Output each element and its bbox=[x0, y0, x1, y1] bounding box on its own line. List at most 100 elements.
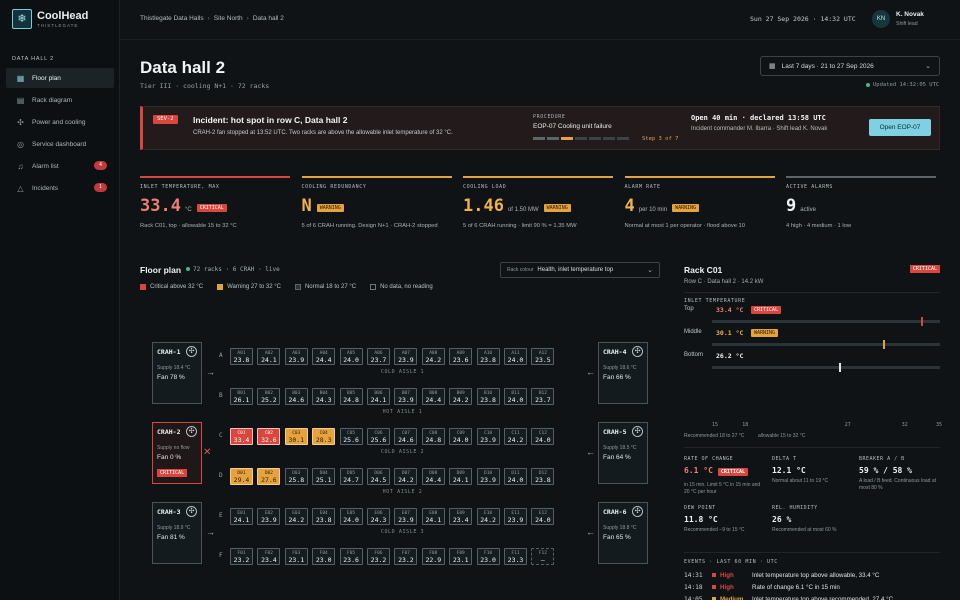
rack-f06[interactable]: F06 23.2 bbox=[367, 548, 390, 565]
breadcrumb-item[interactable]: Data hall 2 bbox=[252, 15, 284, 22]
rack-b02[interactable]: B02 25.2 bbox=[257, 388, 281, 405]
sidebar-item-incidents[interactable]: △ Incidents 1 bbox=[6, 178, 114, 198]
rack-e03[interactable]: E03 24.2 bbox=[284, 508, 308, 525]
rack-e11[interactable]: E11 23.9 bbox=[504, 508, 527, 525]
breadcrumb-item[interactable]: Site North bbox=[213, 15, 243, 22]
rack-b05[interactable]: B05 24.8 bbox=[339, 388, 363, 405]
rack-a03[interactable]: A03 23.9 bbox=[284, 348, 308, 365]
rack-d04[interactable]: D04 25.1 bbox=[312, 468, 336, 485]
rack-a08[interactable]: A08 24.2 bbox=[421, 348, 445, 365]
rack-b12[interactable]: B12 23.7 bbox=[531, 388, 555, 405]
logo[interactable]: ❄ CoolHead THISTLEGATE bbox=[12, 9, 88, 29]
rack-b01[interactable]: B01 26.1 bbox=[230, 388, 253, 405]
rack-a02[interactable]: A02 24.1 bbox=[257, 348, 281, 365]
crah-unit-5[interactable]: CRAH-5 ✣ Supply 18.5 °C Fan 64 % bbox=[598, 422, 648, 484]
sidebar-item-rack-diagram[interactable]: ▤ Rack diagram bbox=[6, 90, 114, 110]
rack-d01[interactable]: D01 29.4 bbox=[230, 468, 253, 485]
rack-d11[interactable]: D11 24.0 bbox=[504, 468, 527, 485]
rack-e05[interactable]: E05 24.0 bbox=[339, 508, 363, 525]
rack-c07[interactable]: C07 24.6 bbox=[394, 428, 418, 445]
rack-a01[interactable]: A01 23.8 bbox=[230, 348, 253, 365]
kpi-status-badge: WARNING bbox=[316, 204, 344, 212]
rack-b10[interactable]: B10 23.8 bbox=[476, 388, 500, 405]
rack-d08[interactable]: D08 24.4 bbox=[421, 468, 445, 485]
user-info[interactable]: K. Novak Shift lead bbox=[896, 11, 924, 27]
rack-b03[interactable]: B03 24.6 bbox=[284, 388, 308, 405]
rack-e09[interactable]: E09 23.4 bbox=[449, 508, 473, 525]
rack-a04[interactable]: A04 24.4 bbox=[312, 348, 336, 365]
event-row[interactable]: 14:18 High Rate of change 6.1 °C in 15 min bbox=[684, 584, 940, 591]
avatar[interactable]: KN bbox=[872, 10, 890, 28]
rack-c03[interactable]: C03 30.1 bbox=[284, 428, 308, 445]
rack-f07[interactable]: F07 23.2 bbox=[394, 548, 418, 565]
rack-d05[interactable]: D05 24.7 bbox=[339, 468, 363, 485]
sidebar-item-service-dashboard[interactable]: ◎ Service dashboard bbox=[6, 134, 114, 154]
rack-c06[interactable]: C06 25.6 bbox=[367, 428, 390, 445]
rack-f08[interactable]: F08 22.9 bbox=[421, 548, 445, 565]
rack-c05[interactable]: C05 25.6 bbox=[339, 428, 363, 445]
open-procedure-button[interactable]: Open EOP-07 bbox=[869, 119, 931, 136]
crah-unit-3[interactable]: CRAH-3 ✣ Supply 18.9 °C Fan 81 % bbox=[152, 502, 202, 564]
rack-c08[interactable]: C08 24.8 bbox=[421, 428, 445, 445]
rack-c10[interactable]: C10 23.9 bbox=[476, 428, 500, 445]
rack-c11[interactable]: C11 24.2 bbox=[504, 428, 527, 445]
rack-e04[interactable]: E04 23.8 bbox=[312, 508, 336, 525]
rack-b04[interactable]: B04 24.3 bbox=[312, 388, 336, 405]
breadcrumb-item[interactable]: Thistlegate Data Halls bbox=[140, 15, 204, 22]
rack-e01[interactable]: E01 24.1 bbox=[230, 508, 253, 525]
rack-d09[interactable]: D09 24.1 bbox=[449, 468, 473, 485]
rack-d12[interactable]: D12 23.8 bbox=[531, 468, 555, 485]
rack-f09[interactable]: F09 23.1 bbox=[449, 548, 473, 565]
rack-a09[interactable]: A09 23.6 bbox=[449, 348, 473, 365]
rack-b06[interactable]: B06 24.1 bbox=[367, 388, 390, 405]
rack-d07[interactable]: D07 24.2 bbox=[394, 468, 418, 485]
rack-f12[interactable]: F12– bbox=[531, 548, 555, 565]
event-row[interactable]: 14:05 Medium Inlet temperature top above r… bbox=[684, 596, 940, 600]
rack-c04[interactable]: C04 28.3 bbox=[312, 428, 336, 445]
kpi-value-row: 33.4 °C CRITICAL bbox=[140, 198, 290, 215]
rack-f10[interactable]: F10 23.0 bbox=[476, 548, 500, 565]
rack-c12[interactable]: C12 24.0 bbox=[531, 428, 555, 445]
rack-e12[interactable]: E12 24.0 bbox=[531, 508, 555, 525]
rack-b09[interactable]: B09 24.2 bbox=[449, 388, 473, 405]
rack-a05[interactable]: A05 24.0 bbox=[339, 348, 363, 365]
rack-a12[interactable]: A12 23.5 bbox=[531, 348, 555, 365]
rack-e02[interactable]: E02 23.9 bbox=[257, 508, 281, 525]
fan-icon: ✣ bbox=[186, 506, 197, 517]
sidebar-item-alarm-list[interactable]: ♫ Alarm list 4 bbox=[6, 156, 114, 176]
rack-e08[interactable]: E08 24.1 bbox=[421, 508, 445, 525]
crah-unit-4[interactable]: CRAH-4 ✣ Supply 18.6 °C Fan 66 % bbox=[598, 342, 648, 404]
rack-f02[interactable]: F02 23.4 bbox=[257, 548, 281, 565]
rack-temperature: – bbox=[540, 556, 545, 564]
rack-d10[interactable]: D10 23.9 bbox=[476, 468, 500, 485]
rack-c01[interactable]: C01 33.4 bbox=[230, 428, 253, 445]
rack-c09[interactable]: C09 24.0 bbox=[449, 428, 473, 445]
rack-f05[interactable]: F05 23.6 bbox=[339, 548, 363, 565]
rack-f03[interactable]: F03 23.1 bbox=[284, 548, 308, 565]
rack-a06[interactable]: A06 23.7 bbox=[367, 348, 390, 365]
rack-f01[interactable]: F01 23.2 bbox=[230, 548, 253, 565]
rack-c02[interactable]: C02 32.6 bbox=[257, 428, 281, 445]
rack-e06[interactable]: E06 24.3 bbox=[367, 508, 390, 525]
rack-e10[interactable]: E10 24.2 bbox=[476, 508, 500, 525]
event-row[interactable]: 14:31 High Inlet temperature top above all… bbox=[684, 572, 940, 579]
rack-d03[interactable]: D03 25.8 bbox=[284, 468, 308, 485]
crah-unit-6[interactable]: CRAH-6 ✣ Supply 18.8 °C Fan 65 % bbox=[598, 502, 648, 564]
crah-unit-1[interactable]: CRAH-1 ✣ Supply 18.4 °C Fan 78 % bbox=[152, 342, 202, 404]
rack-a07[interactable]: A07 23.9 bbox=[394, 348, 418, 365]
rack-a10[interactable]: A10 23.8 bbox=[476, 348, 500, 365]
rack-a11[interactable]: A11 24.0 bbox=[504, 348, 527, 365]
rack-e07[interactable]: E07 23.9 bbox=[394, 508, 418, 525]
sidebar-item-power-and-cooling[interactable]: ✣ Power and cooling bbox=[6, 112, 114, 132]
crah-unit-2[interactable]: CRAH-2 ✣ Supply no flow Fan 0 % CRITICAL bbox=[152, 422, 202, 484]
rack-b08[interactable]: B08 24.4 bbox=[421, 388, 445, 405]
rack-d02[interactable]: D02 27.6 bbox=[257, 468, 281, 485]
rack-b07[interactable]: B07 23.9 bbox=[394, 388, 418, 405]
rack-colour-select[interactable]: Rack colour Health, inlet temperature to… bbox=[500, 262, 660, 278]
rack-f04[interactable]: F04 23.0 bbox=[312, 548, 336, 565]
rack-d06[interactable]: D06 24.5 bbox=[367, 468, 390, 485]
date-range-picker[interactable]: ▦ Last 7 days · 21 to 27 Sep 2026 ⌄ bbox=[760, 56, 940, 76]
rack-b11[interactable]: B11 24.0 bbox=[504, 388, 527, 405]
rack-f11[interactable]: F11 23.3 bbox=[504, 548, 527, 565]
sidebar-item-floor-plan[interactable]: ▦ Floor plan bbox=[6, 68, 114, 88]
